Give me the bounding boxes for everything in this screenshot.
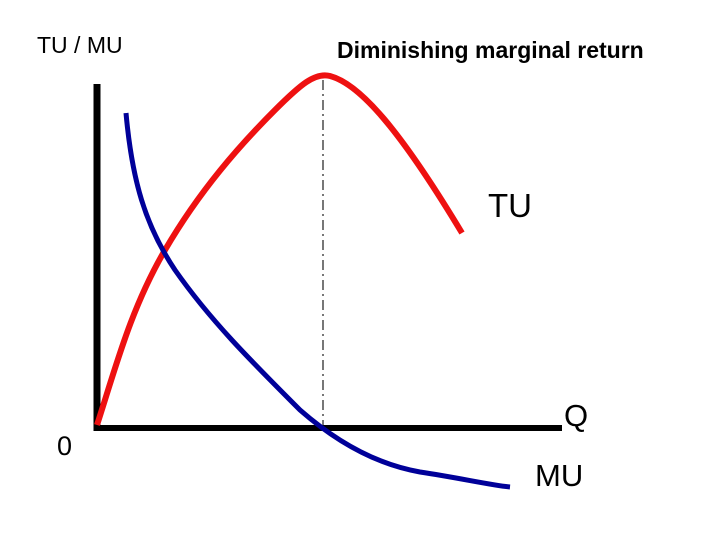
origin-label: 0	[57, 431, 72, 461]
mu-label: MU	[535, 458, 583, 493]
y-axis-label: TU / MU	[37, 32, 123, 58]
diagram-title: Diminishing marginal return	[337, 37, 644, 63]
mu-curve	[123, 112, 511, 490]
tu-curve	[94, 72, 465, 426]
tu-label: TU	[488, 187, 532, 224]
x-axis-label: Q	[564, 398, 588, 433]
